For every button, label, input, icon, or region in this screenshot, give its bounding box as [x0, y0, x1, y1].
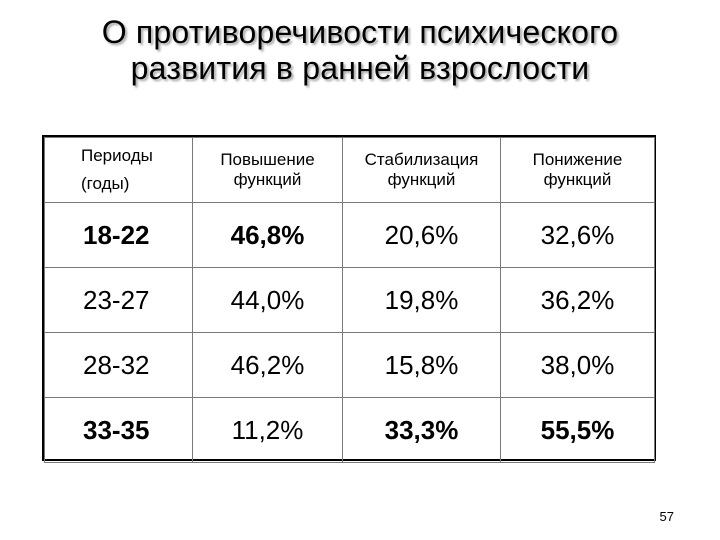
- slide-title-line-1: О противоречивости психического: [101, 14, 619, 50]
- cell-increase: 46,8%: [192, 202, 343, 268]
- header-periods: Периоды (годы): [44, 137, 193, 203]
- data-table-frame: Периоды (годы) Повышение функций Стабили…: [42, 135, 656, 463]
- table-row: 28-32 46,2% 15,8% 38,0%: [44, 332, 655, 398]
- header-stable-line-1: Стабилизация: [364, 150, 479, 169]
- cell-period: 18-22: [44, 202, 193, 268]
- header-periods-line-2: (годы): [81, 174, 130, 193]
- slide-title: О противоречивости психического развития…: [0, 14, 720, 86]
- cell-increase: 11,2%: [192, 397, 343, 463]
- cell-period: 28-32: [44, 332, 193, 398]
- cell-stable: 20,6%: [342, 202, 501, 268]
- cell-stable: 19,8%: [342, 267, 501, 333]
- table-header-row: Периоды (годы) Повышение функций Стабили…: [44, 137, 655, 203]
- cell-stable: 15,8%: [342, 332, 501, 398]
- table-row: 33-35 11,2% 33,3% 55,5%: [44, 397, 655, 463]
- cell-stable: 33,3%: [342, 397, 501, 463]
- table-row: 18-22 46,8% 20,6% 32,6%: [44, 202, 655, 268]
- cell-decrease: 32,6%: [500, 202, 655, 268]
- header-decrease-line-2: функций: [543, 170, 612, 189]
- cell-decrease: 36,2%: [500, 267, 655, 333]
- header-increase-line-1: Повышение: [220, 150, 315, 169]
- page-number: 57: [659, 509, 674, 524]
- table-row: 23-27 44,0% 19,8% 36,2%: [44, 267, 655, 333]
- cell-period: 23-27: [44, 267, 193, 333]
- header-stable: Стабилизация функций: [342, 137, 501, 203]
- cell-increase: 44,0%: [192, 267, 343, 333]
- slide-title-line-2: развития в ранней взрослости: [130, 50, 590, 86]
- cell-increase: 46,2%: [192, 332, 343, 398]
- cell-decrease: 55,5%: [500, 397, 655, 463]
- header-increase-line-2: функций: [233, 170, 302, 189]
- cell-decrease: 38,0%: [500, 332, 655, 398]
- header-decrease: Понижение функций: [500, 137, 655, 203]
- cell-period: 33-35: [44, 397, 193, 463]
- header-periods-line-1: Периоды: [81, 146, 153, 165]
- header-stable-line-2: функций: [387, 170, 456, 189]
- data-table: Периоды (годы) Повышение функций Стабили…: [44, 137, 655, 463]
- header-increase: Повышение функций: [192, 137, 343, 203]
- header-decrease-line-1: Понижение: [532, 150, 623, 169]
